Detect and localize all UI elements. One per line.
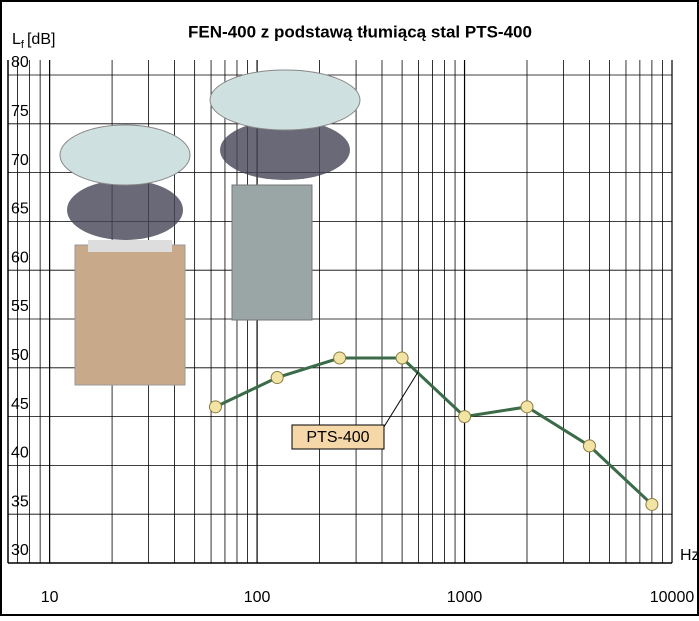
marks [208, 351, 659, 511]
base-box [74, 244, 186, 386]
x-tick-label: 10000 [650, 589, 695, 606]
y-tick-label: 60 [11, 249, 29, 266]
y-tick-label: 35 [11, 493, 29, 510]
y-tick-label: 75 [11, 103, 29, 120]
x-axis-label: Hz [680, 547, 699, 564]
y-label-sub: f [21, 39, 25, 51]
data-point [270, 371, 284, 385]
y-label-main: L [12, 31, 21, 48]
y-tick-label: 65 [11, 201, 29, 218]
y-tick-label: 50 [11, 347, 29, 364]
data-point [395, 351, 409, 365]
x-tick-label: 10 [41, 589, 59, 606]
base-top [88, 240, 172, 252]
annotation-box [291, 424, 385, 450]
y-tick-label: 45 [11, 396, 29, 413]
data-point [333, 351, 347, 365]
data-point [520, 400, 534, 414]
x-tick-label: 100 [244, 589, 271, 606]
y-tick-label: 40 [11, 445, 29, 462]
annotation: PTS-400 [306, 429, 369, 446]
product-photos [59, 69, 361, 386]
fan-grille-2 [220, 120, 350, 180]
y-tick-label: 80 [11, 54, 29, 71]
y-tick-label: 70 [11, 152, 29, 169]
base-box-2 [231, 184, 313, 321]
data-point [582, 439, 596, 453]
fan-cap [59, 124, 191, 186]
chart-title: FEN-400 z podstawą tłumiącą stal PTS-400 [188, 22, 532, 41]
y-tick-label: 30 [11, 542, 29, 559]
series-line [214, 356, 653, 506]
data-point [645, 497, 659, 511]
fan-cap-2 [209, 69, 361, 131]
annotation-leader [381, 371, 419, 431]
fan-grille [67, 180, 183, 240]
data-point [458, 410, 472, 424]
data-point [208, 400, 222, 414]
y-axis-label: Lf [dB] [12, 31, 55, 51]
y-tick-label: 55 [11, 298, 29, 315]
x-tick-label: 1000 [447, 589, 483, 606]
y-label-unit: [dB] [27, 31, 55, 48]
